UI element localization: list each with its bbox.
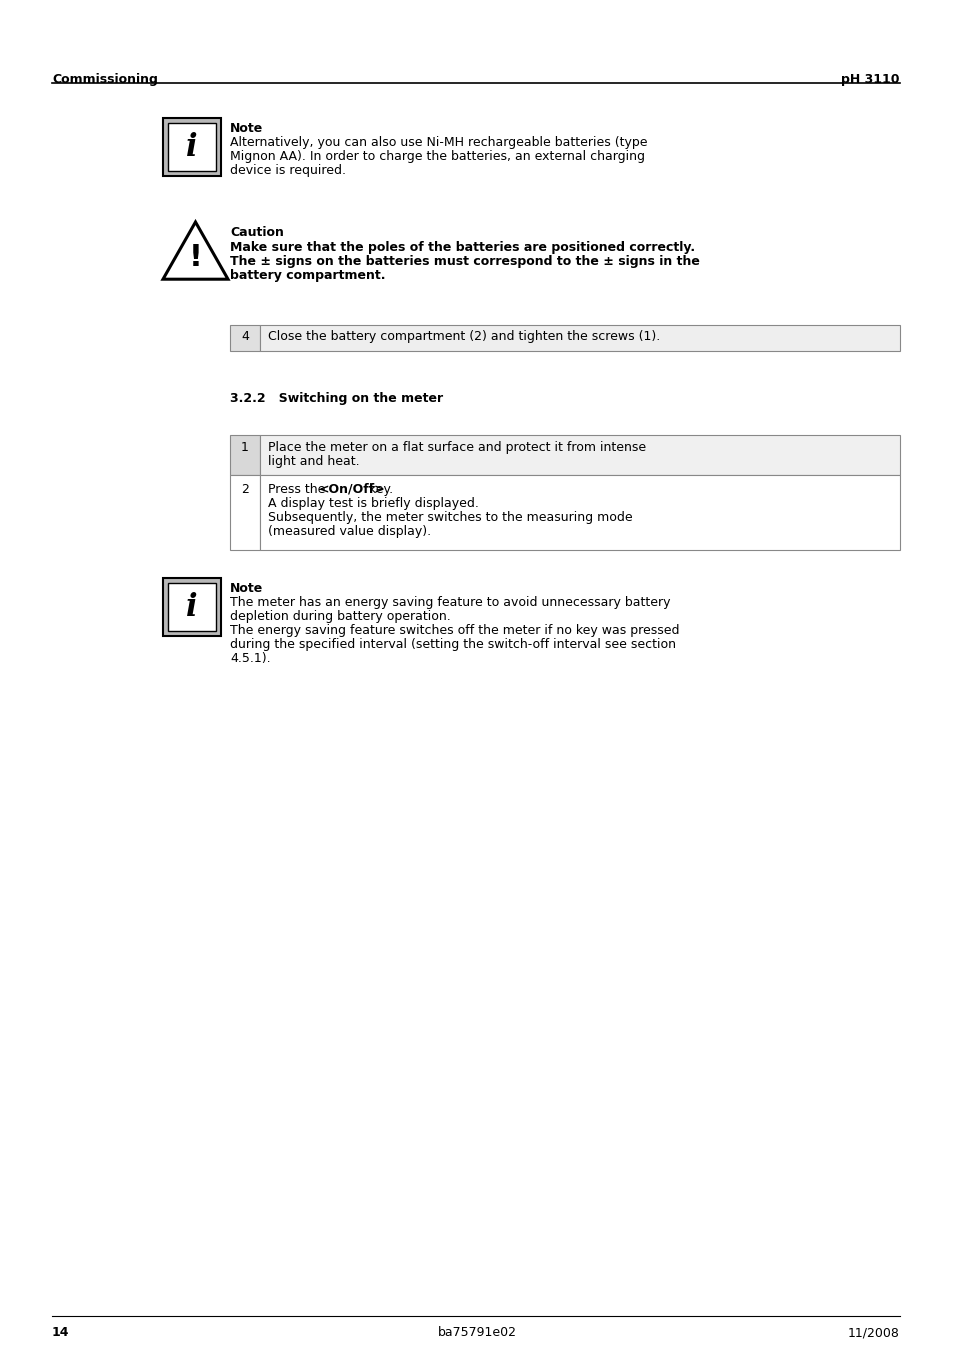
Text: Note: Note [230,122,263,135]
Text: i: i [186,131,197,162]
Text: The meter has an energy saving feature to avoid unnecessary battery: The meter has an energy saving feature t… [230,596,670,609]
Bar [168,584,215,631]
Polygon shape [163,222,228,280]
Text: i: i [186,592,197,623]
Text: 4: 4 [241,330,249,343]
Text: Caution: Caution [230,226,284,239]
Bar [260,326,899,351]
Text: A display test is briefly displayed.: A display test is briefly displayed. [268,497,478,509]
Bar [163,118,221,176]
Text: ba75791e02: ba75791e02 [437,1325,516,1339]
Bar [230,476,260,550]
Text: Subsequently, the meter switches to the measuring mode: Subsequently, the meter switches to the … [268,511,632,524]
Text: Commissioning: Commissioning [52,73,157,86]
Text: Mignon AA). In order to charge the batteries, an external charging: Mignon AA). In order to charge the batte… [230,150,644,163]
Text: device is required.: device is required. [230,163,346,177]
Bar [260,476,899,550]
Text: depletion during battery operation.: depletion during battery operation. [230,611,450,623]
Bar [230,326,260,351]
Text: during the specified interval (setting the switch-off interval see section: during the specified interval (setting t… [230,638,676,651]
Text: Place the meter on a flat surface and protect it from intense: Place the meter on a flat surface and pr… [268,440,645,454]
Text: 4.5.1).: 4.5.1). [230,653,271,665]
Text: 3.2.2   Switching on the meter: 3.2.2 Switching on the meter [230,392,442,405]
Text: 11/2008: 11/2008 [847,1325,899,1339]
Bar [230,435,260,476]
Text: The energy saving feature switches off the meter if no key was pressed: The energy saving feature switches off t… [230,624,679,638]
Text: Close the battery compartment (2) and tighten the screws (1).: Close the battery compartment (2) and ti… [268,330,659,343]
Text: key.: key. [364,484,393,496]
Bar [168,123,215,172]
Bar [260,435,899,476]
Text: battery compartment.: battery compartment. [230,269,385,282]
Text: 1: 1 [241,440,249,454]
Text: !: ! [189,243,202,273]
Text: light and heat.: light and heat. [268,455,359,467]
Text: 2: 2 [241,484,249,496]
Text: Press the: Press the [268,484,329,496]
Text: Alternatively, you can also use Ni-MH rechargeable batteries (type: Alternatively, you can also use Ni-MH re… [230,136,647,149]
Text: Make sure that the poles of the batteries are positioned correctly.: Make sure that the poles of the batterie… [230,240,695,254]
Text: (measured value display).: (measured value display). [268,526,431,538]
Bar [163,578,221,636]
Text: The ± signs on the batteries must correspond to the ± signs in the: The ± signs on the batteries must corres… [230,255,700,267]
Text: Note: Note [230,582,263,594]
Text: pH 3110: pH 3110 [841,73,899,86]
Text: 14: 14 [52,1325,70,1339]
Text: <On/Off>: <On/Off> [318,484,385,496]
